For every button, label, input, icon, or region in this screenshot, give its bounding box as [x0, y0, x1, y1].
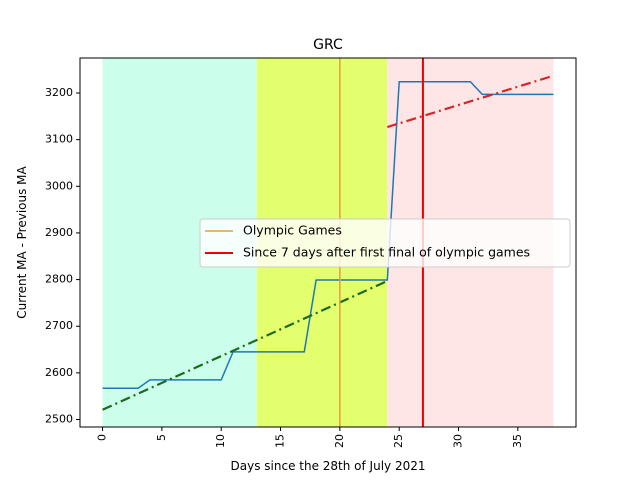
- y-tick-label: 3100: [45, 133, 73, 146]
- y-axis-ticks: 2500 2600 2700 2800 2900 3000 3100 3200: [45, 86, 80, 426]
- y-tick-label: 2900: [45, 226, 73, 239]
- y-tick-label: 3000: [45, 179, 73, 192]
- x-tick-label: 20: [333, 434, 346, 448]
- x-tick-label: 35: [511, 434, 524, 448]
- y-tick-label: 2800: [45, 273, 73, 286]
- legend: Olympic Games Since 7 days after first f…: [199, 218, 571, 268]
- y-tick-label: 2700: [45, 319, 73, 332]
- chart-title: GRC: [313, 37, 343, 53]
- plot-frame: [79, 57, 577, 428]
- y-axis-label: Current MA - Previous MA: [15, 165, 29, 318]
- x-tick-label: 15: [274, 434, 287, 448]
- x-tick-label: 0: [96, 434, 109, 441]
- x-axis-label: Days since the 28th of July 2021: [231, 459, 426, 473]
- x-tick-label: 10: [214, 434, 227, 448]
- x-tick-label: 30: [452, 434, 465, 448]
- series-line-3: [387, 74, 554, 129]
- y-tick-label: 2600: [45, 366, 73, 379]
- x-tick-label: 25: [392, 434, 405, 448]
- x-tick-label: 5: [155, 434, 168, 441]
- legend-label-olympic-games: Olympic Games: [243, 223, 342, 238]
- legend-label-since-7-days: Since 7 days after first final of olympi…: [243, 245, 530, 260]
- y-tick-label: 3200: [45, 86, 73, 99]
- y-tick-label: 2500: [45, 413, 73, 426]
- x-axis-ticks: 0 5 10 15 20 25 30 35: [96, 427, 524, 448]
- legend-box: [199, 218, 571, 268]
